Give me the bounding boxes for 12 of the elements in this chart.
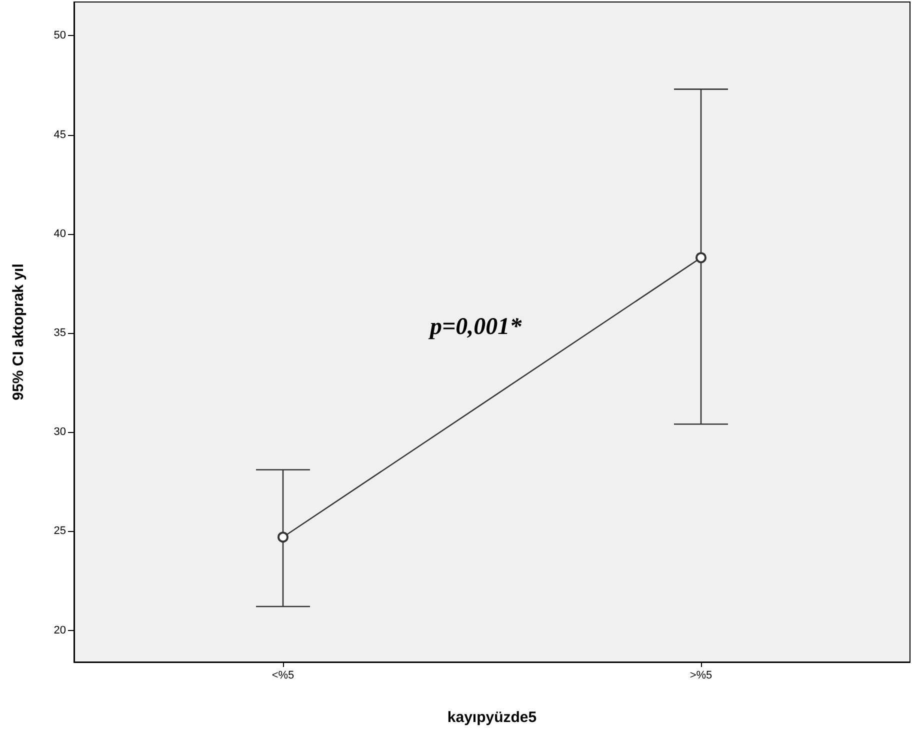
- y-tick-label: 25: [54, 525, 66, 538]
- x-tick-label: >%5: [690, 670, 712, 682]
- x-axis-title: kayıpyüzde5: [447, 709, 537, 726]
- y-tick-label: 20: [54, 624, 66, 636]
- annotation: p=0,001*: [428, 314, 523, 340]
- y-tick-label: 45: [54, 128, 66, 141]
- y-axis-title: 95% CI aktoprak yıl: [10, 264, 27, 400]
- y-tick-label: 50: [54, 30, 66, 42]
- y-tick-label: 30: [54, 426, 66, 438]
- y-tick-label: 40: [54, 228, 66, 240]
- y-tick-label: 35: [54, 326, 66, 339]
- x-tick-label: <%5: [272, 670, 294, 682]
